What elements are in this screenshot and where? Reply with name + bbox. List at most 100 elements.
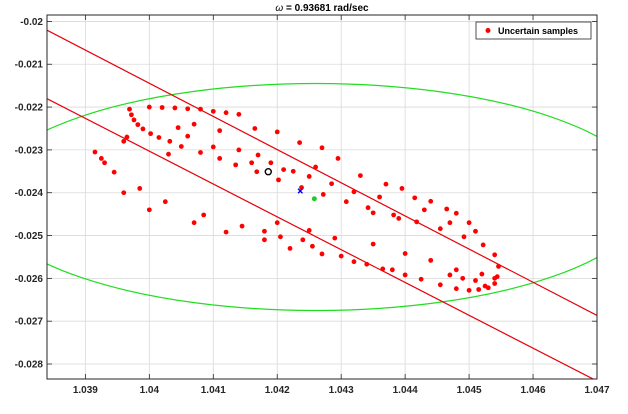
sample-point bbox=[492, 281, 498, 286]
sample-point bbox=[343, 199, 349, 205]
sample-point bbox=[412, 195, 418, 201]
y-tick-label: -0.024 bbox=[15, 188, 44, 199]
sample-point bbox=[351, 189, 357, 195]
blue-x-marker bbox=[297, 188, 303, 194]
x-tick-label: 1.039 bbox=[73, 385, 98, 396]
y-tick-label: -0.023 bbox=[15, 145, 44, 156]
sample-point bbox=[278, 234, 283, 240]
x-tick-label: 1.046 bbox=[521, 385, 546, 396]
sample-point bbox=[124, 134, 130, 140]
sample-point bbox=[492, 275, 498, 281]
chart-title: ω = 0.93681 rad/sec bbox=[275, 3, 369, 14]
x-tick-label: 1.044 bbox=[393, 385, 418, 396]
x-tick-label: 1.041 bbox=[201, 385, 226, 396]
sample-point bbox=[402, 272, 408, 278]
sample-point bbox=[466, 220, 472, 226]
legend-box bbox=[475, 21, 592, 40]
sample-point bbox=[249, 160, 255, 166]
sample-point bbox=[198, 106, 203, 112]
markers-layer bbox=[264, 168, 317, 202]
sample-point bbox=[178, 144, 184, 149]
sample-point bbox=[319, 145, 325, 151]
sample-point bbox=[268, 160, 274, 166]
sample-point bbox=[319, 251, 325, 257]
sample-point bbox=[140, 126, 146, 132]
sample-point bbox=[191, 121, 197, 127]
x-tick-label: 1.047 bbox=[584, 385, 609, 396]
sample-point bbox=[201, 212, 207, 218]
y-tick-label: -0.025 bbox=[15, 231, 44, 242]
sample-point bbox=[428, 257, 434, 263]
sample-point bbox=[396, 216, 402, 221]
legend-label: Uncertain samples bbox=[498, 26, 578, 36]
sample-point bbox=[482, 283, 488, 289]
sample-point bbox=[111, 169, 117, 175]
sample-point bbox=[473, 228, 478, 234]
sample-point bbox=[255, 152, 261, 158]
sample-point bbox=[365, 205, 371, 211]
sample-point bbox=[370, 241, 376, 247]
lines-layer bbox=[47, 29, 597, 379]
sample-point bbox=[380, 266, 386, 272]
y-tick-labels: -0.02 -0.021 -0.022 -0.023 -0.024 -0.025 -0.02… bbox=[15, 17, 44, 371]
sample-point bbox=[418, 276, 424, 282]
sample-point bbox=[276, 177, 281, 183]
sample-point bbox=[239, 223, 245, 229]
sample-point bbox=[223, 110, 229, 116]
sample-point bbox=[217, 156, 223, 161]
title-omega: ω bbox=[275, 3, 283, 14]
sample-point bbox=[290, 168, 296, 174]
sample-point bbox=[262, 237, 267, 243]
sample-point bbox=[428, 198, 434, 204]
sample-point bbox=[461, 234, 467, 240]
sample-point bbox=[191, 220, 197, 226]
sample-point bbox=[300, 237, 306, 243]
sample-point bbox=[338, 253, 344, 259]
sample-point bbox=[377, 194, 382, 200]
sample-point bbox=[217, 128, 223, 134]
y-tick-label: -0.022 bbox=[15, 103, 44, 114]
sample-point bbox=[335, 156, 341, 161]
sample-point bbox=[460, 275, 466, 281]
sample-point bbox=[453, 210, 459, 216]
sample-point bbox=[159, 105, 165, 110]
x-tick-label: 1.042 bbox=[265, 385, 290, 396]
sample-point bbox=[287, 245, 293, 251]
sample-point bbox=[453, 286, 459, 292]
title-value: = 0.93681 rad/sec bbox=[283, 3, 369, 14]
sample-point bbox=[306, 174, 312, 179]
sample-point bbox=[444, 206, 450, 212]
sample-point bbox=[156, 135, 162, 140]
sample-point bbox=[370, 210, 376, 216]
sample-point bbox=[127, 106, 132, 112]
sample-point bbox=[329, 181, 334, 187]
sample-point bbox=[185, 106, 191, 112]
sample-point bbox=[137, 186, 143, 191]
sample-point bbox=[274, 129, 280, 135]
bounding-line bbox=[47, 29, 597, 317]
sample-point bbox=[121, 138, 127, 144]
legend: Uncertain samples bbox=[475, 21, 592, 40]
y-tick-label: -0.028 bbox=[15, 360, 44, 371]
sample-point bbox=[313, 164, 319, 170]
sample-point bbox=[281, 167, 287, 172]
sample-point bbox=[299, 185, 304, 190]
sample-point bbox=[131, 117, 137, 123]
sample-point bbox=[236, 111, 242, 117]
sample-point bbox=[476, 287, 482, 292]
sample-point bbox=[447, 272, 453, 278]
sample-point bbox=[310, 243, 315, 249]
sample-point bbox=[332, 235, 338, 241]
sample-point bbox=[437, 226, 443, 232]
sample-point bbox=[98, 156, 104, 161]
sample-point bbox=[146, 104, 152, 110]
sample-point bbox=[437, 282, 443, 288]
legend-marker bbox=[485, 28, 491, 33]
sample-point bbox=[389, 267, 395, 273]
sample-point bbox=[121, 190, 127, 196]
plot-background bbox=[47, 15, 597, 379]
points-layer bbox=[92, 104, 501, 293]
sample-point bbox=[262, 228, 267, 234]
black-circle-marker bbox=[264, 168, 272, 176]
sample-point bbox=[185, 133, 191, 139]
